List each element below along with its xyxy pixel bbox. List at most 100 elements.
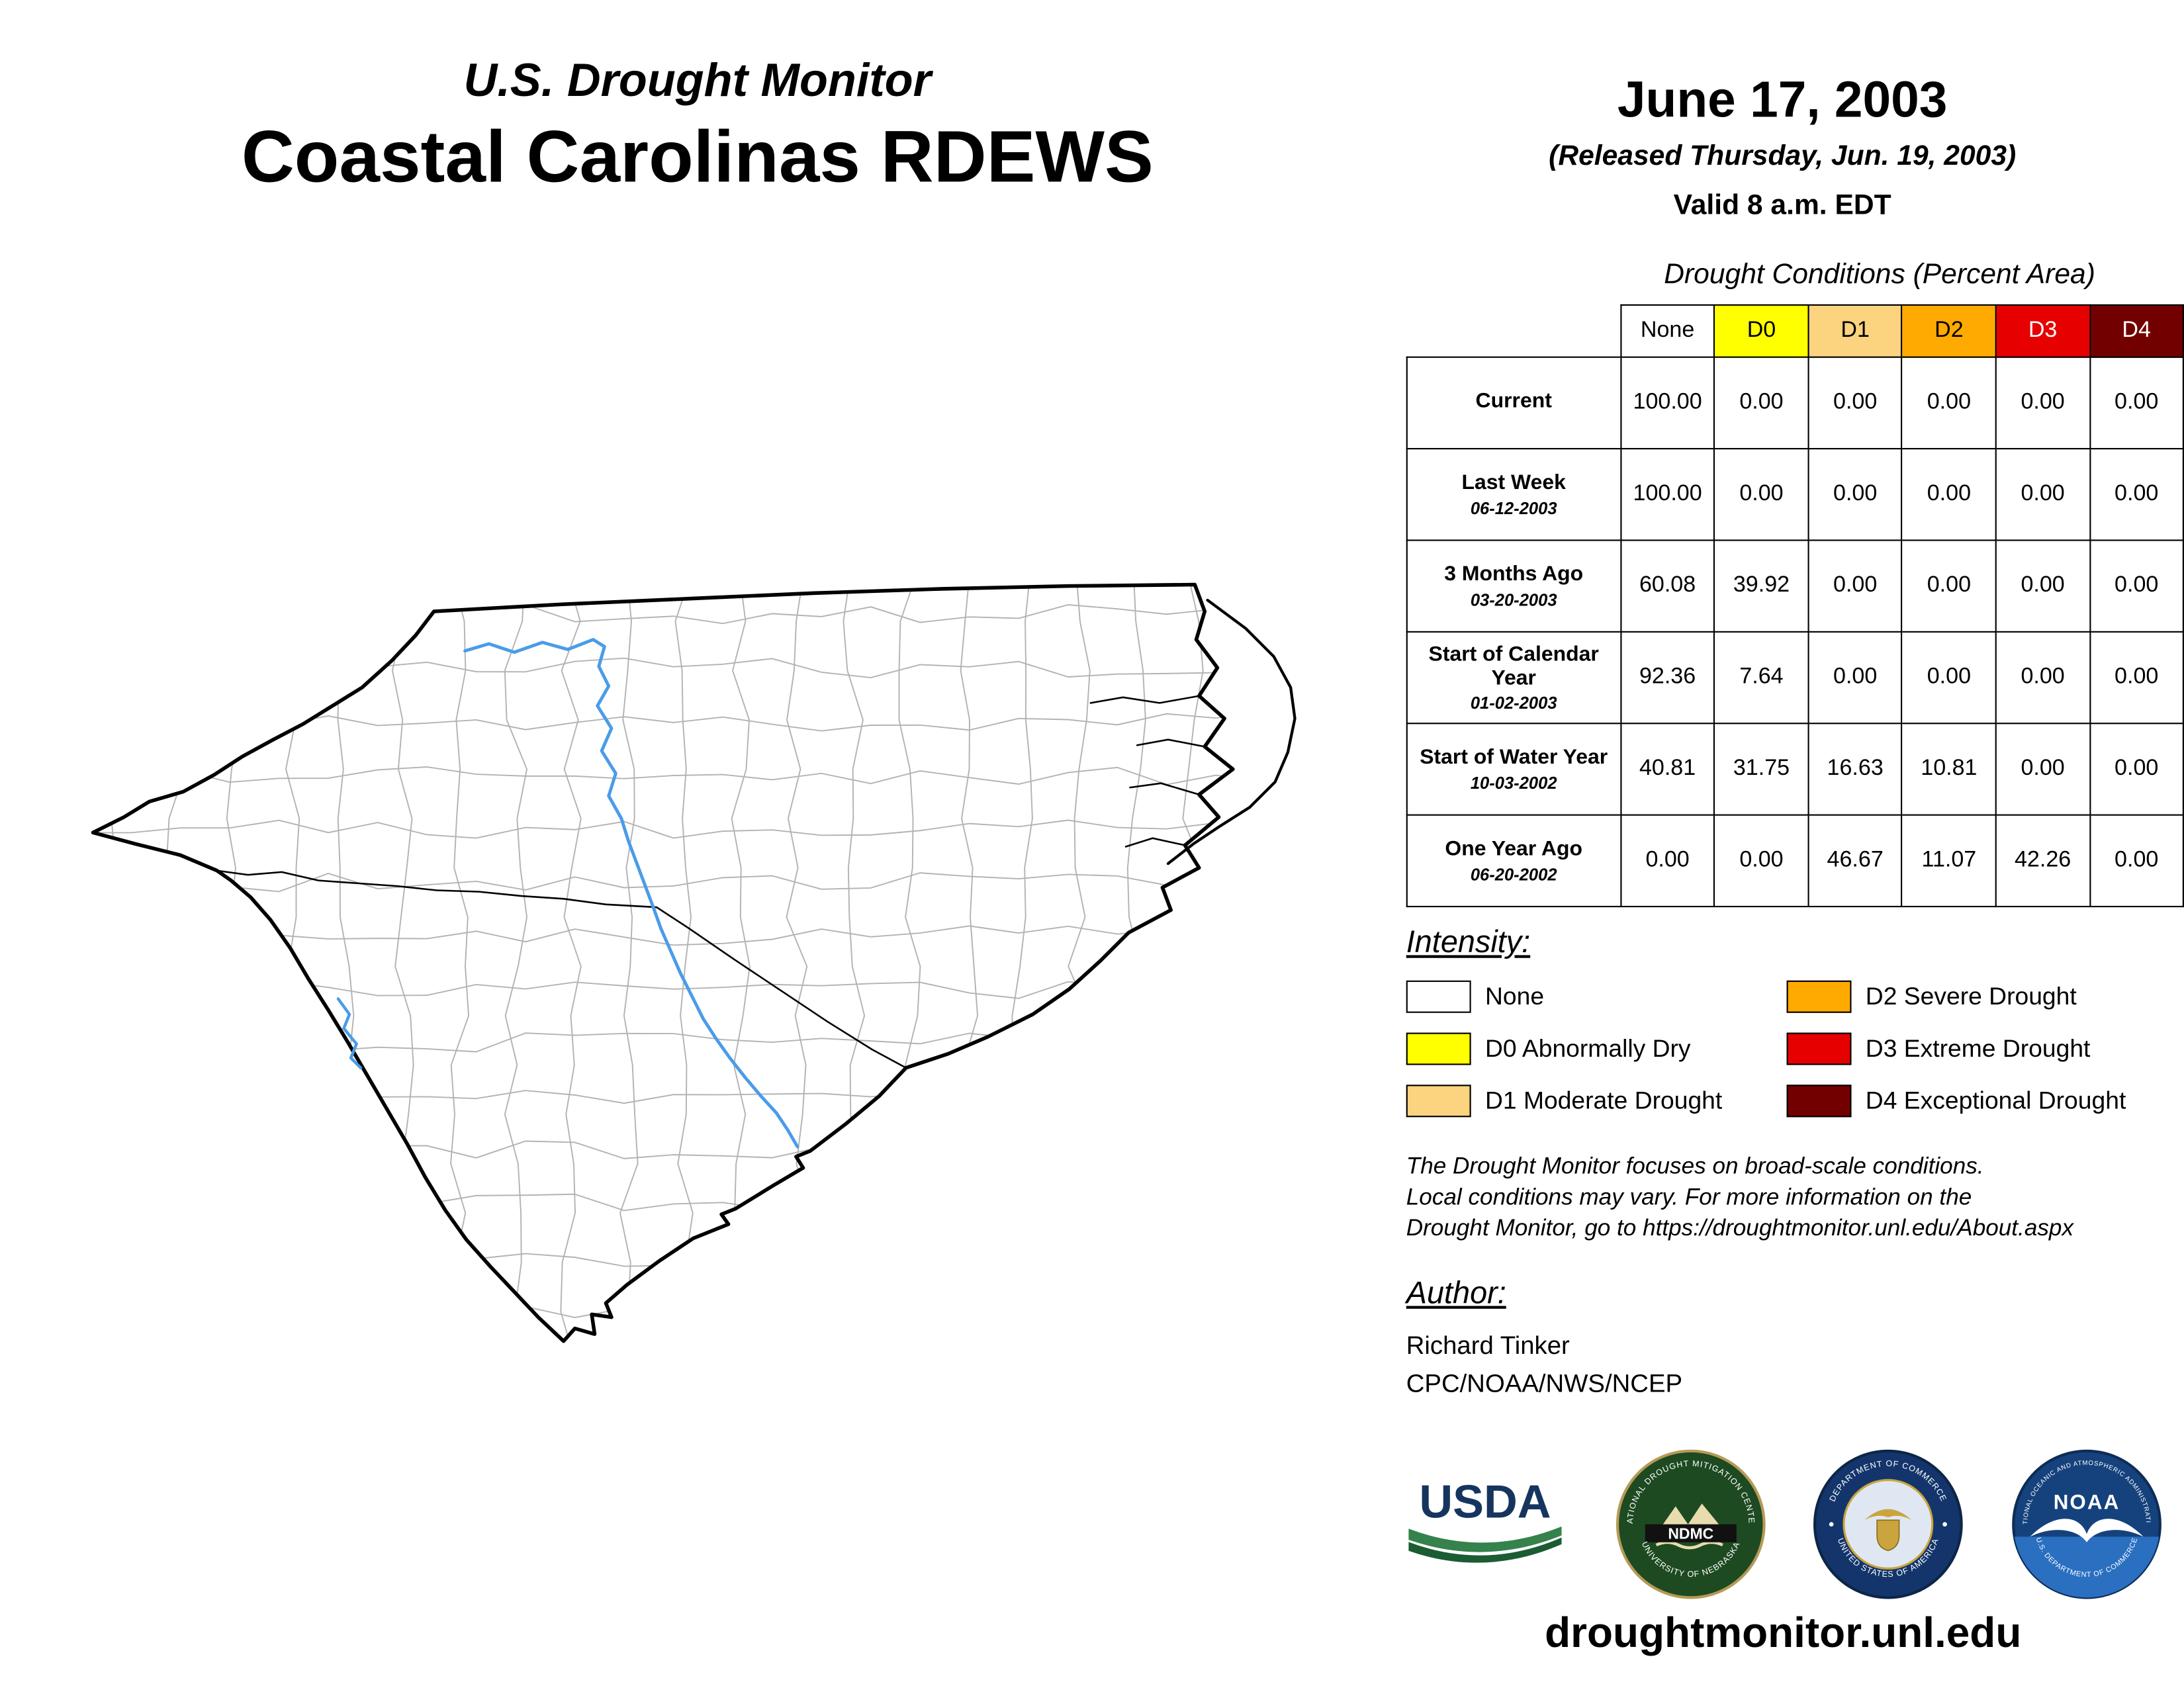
value-cell: 60.08: [1619, 539, 1715, 633]
value-cell: 0.00: [2089, 448, 2184, 541]
disclaimer-text: The Drought Monitor focuses on broad-sca…: [1406, 1153, 2074, 1241]
page-title: Coastal Carolinas RDEWS: [241, 116, 1154, 199]
pee-dee-river: [463, 638, 799, 1149]
usda-logo: USDA: [1408, 1476, 1562, 1563]
noaa-gull-icon: [2030, 1519, 2144, 1542]
carolinas-map: [91, 582, 1297, 1343]
intensity-heading: Intensity:: [1406, 924, 1531, 959]
table-header-row: None D0 D1 D2 D3 D4: [1406, 304, 2184, 358]
legend-item-none: None: [1406, 978, 1723, 1014]
noaa-logo: NOAA NATIONAL OCEANIC AND ATMOSPHERIC AD…: [2011, 1448, 2161, 1599]
value-cell: 0.00: [1807, 539, 1903, 633]
legend-item-d4: D4 Exceptional Drought: [1786, 1082, 2126, 1118]
table-row-3-months-ago: 3 Months Ago 03-20-2003 60.08 39.92 0.00…: [1406, 539, 2184, 633]
table-row-start-calendar-year: Start of Calendar Year 01-02-2003 92.36 …: [1406, 631, 2184, 725]
legend-item-d2: D2 Severe Drought: [1786, 978, 2126, 1014]
date-block: June 17, 2003 (Released Thursday, Jun. 1…: [1409, 70, 2156, 222]
value-cell: 0.00: [1901, 356, 1997, 450]
table-corner: [1406, 304, 1621, 357]
col-header-d0: D0: [1713, 304, 1809, 358]
row-label: 3 Months Ago 03-20-2003: [1406, 539, 1621, 633]
table-row-start-water-year: Start of Water Year 10-03-2002 40.81 31.…: [1406, 723, 2184, 816]
value-cell: 10.81: [1901, 723, 1997, 816]
legend-item-d1: D1 Moderate Drought: [1406, 1082, 1722, 1118]
value-cell: 42.26: [1995, 814, 2091, 908]
ndmc-wordmark: NDMC: [1668, 1525, 1713, 1542]
value-cell: 100.00: [1619, 448, 1715, 541]
legend-item-d0: D0 Abnormally Dry: [1406, 1030, 1723, 1066]
commerce-eagle-icon: [1864, 1509, 1913, 1521]
d1-swatch: [1406, 1084, 1471, 1117]
usda-wordmark: USDA: [1419, 1476, 1551, 1528]
value-cell: 0.00: [2089, 539, 2184, 633]
none-swatch: [1406, 979, 1471, 1012]
value-cell: 31.75: [1713, 723, 1809, 816]
value-cell: 0.00: [1995, 539, 2091, 633]
author-block: Author: Richard Tinker CPC/NOAA/NWS/NCEP: [1406, 1275, 1682, 1399]
usda-swoosh-icon: [1408, 1526, 1562, 1552]
legend-item-d3: D3 Extreme Drought: [1786, 1030, 2126, 1066]
row-label: Last Week 06-12-2003: [1406, 448, 1621, 541]
nc-sc-border: [216, 869, 907, 1069]
value-cell: 40.81: [1619, 723, 1715, 816]
value-cell: 0.00: [1995, 631, 2091, 725]
author-heading: Author:: [1406, 1274, 1506, 1310]
author-name: Richard Tinker: [1406, 1331, 1570, 1360]
noaa-ocean: [2013, 1536, 2160, 1598]
usda-swoosh-dark-icon: [1408, 1537, 1562, 1563]
commerce-star-right: [1942, 1522, 1948, 1527]
report-kicker: U.S. Drought Monitor: [463, 53, 932, 106]
footer-url: droughtmonitor.unl.edu: [1545, 1610, 2022, 1657]
report-header: U.S. Drought Monitor Coastal Carolinas R…: [211, 54, 1183, 200]
value-cell: 0.00: [1995, 356, 2091, 450]
value-cell: 0.00: [1713, 356, 1809, 450]
value-cell: 0.00: [1807, 448, 1903, 541]
value-cell: 0.00: [1901, 448, 1997, 541]
value-cell: 7.64: [1713, 631, 1809, 725]
value-cell: 0.00: [1807, 356, 1903, 450]
row-label: One Year Ago 06-20-2002: [1406, 814, 1621, 908]
value-cell: 92.36: [1619, 631, 1715, 725]
ndmc-waves-icon: [1655, 1540, 1723, 1550]
map-date: June 17, 2003: [1617, 70, 1948, 128]
value-cell: 0.00: [1713, 814, 1809, 908]
commerce-shield-icon: [1876, 1519, 1901, 1552]
col-header-none: None: [1619, 304, 1715, 358]
value-cell: 0.00: [1995, 448, 2091, 541]
col-header-d4: D4: [2089, 304, 2184, 358]
commerce-star-left: [1829, 1522, 1835, 1527]
noaa-wordmark: NOAA: [2054, 1491, 2120, 1514]
row-label: Start of Calendar Year 01-02-2003: [1406, 631, 1621, 725]
value-cell: 100.00: [1619, 356, 1715, 450]
table-caption: Drought Conditions (Percent Area): [1664, 259, 2095, 290]
legend-column-right: D2 Severe Drought D3 Extreme Drought D4 …: [1786, 978, 2126, 1134]
legend-column-left: None D0 Abnormally Dry D1 Moderate Droug…: [1406, 978, 1723, 1134]
table-row-last-week: Last Week 06-12-2003 100.00 0.00 0.00 0.…: [1406, 448, 2184, 541]
d2-swatch: [1786, 979, 1852, 1012]
value-cell: 16.63: [1807, 723, 1903, 816]
d3-swatch: [1786, 1032, 1852, 1065]
d4-swatch: [1786, 1084, 1852, 1117]
row-label: Start of Water Year 10-03-2002: [1406, 723, 1621, 816]
outer-banks: [1166, 598, 1297, 866]
states-fill: [93, 584, 1233, 1341]
row-label: Current: [1406, 356, 1621, 450]
value-cell: 0.00: [2089, 631, 2184, 725]
savannah-river-segment: [336, 997, 363, 1070]
value-cell: 0.00: [1901, 631, 1997, 725]
d0-swatch: [1406, 1032, 1471, 1065]
agency-logos: USDA NDMC NATIONAL DROUGHT MITIGATION CE…: [1402, 1448, 2163, 1601]
release-date: (Released Thursday, Jun. 19, 2003): [1549, 140, 2017, 172]
author-org: CPC/NOAA/NWS/NCEP: [1406, 1369, 1683, 1398]
col-header-d3: D3: [1995, 304, 2091, 358]
valid-time: Valid 8 a.m. EDT: [1673, 190, 1891, 222]
value-cell: 46.67: [1807, 814, 1903, 908]
value-cell: 0.00: [1901, 539, 1997, 633]
value-cell: 0.00: [1995, 723, 2091, 816]
value-cell: 39.92: [1713, 539, 1809, 633]
table-row-one-year-ago: One Year Ago 06-20-2002 0.00 0.00 46.67 …: [1406, 814, 2184, 908]
col-header-d1: D1: [1807, 304, 1903, 358]
ndmc-banner: [1645, 1524, 1737, 1542]
table-row-current: Current 100.00 0.00 0.00 0.00 0.00 0.00: [1406, 356, 2184, 450]
drought-conditions-table: None D0 D1 D2 D3 D4 Current 100.00 0.00 …: [1406, 304, 2184, 908]
